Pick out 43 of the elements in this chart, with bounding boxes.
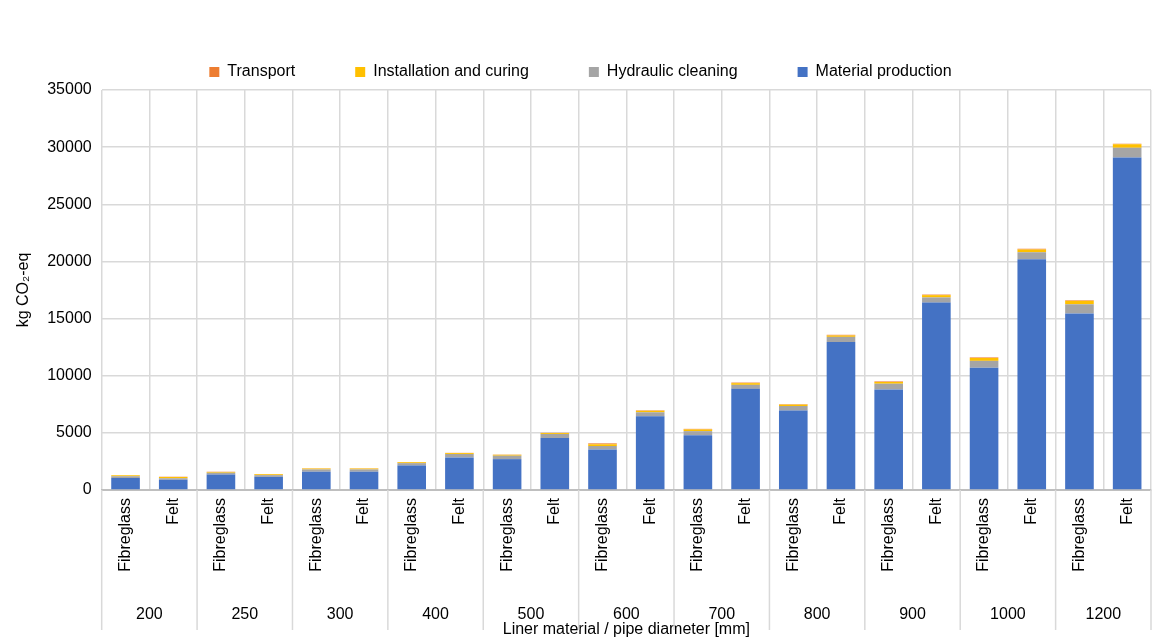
legend-label: Installation and curing xyxy=(373,62,529,80)
x-tick-label: Fibreglass xyxy=(974,498,992,572)
text: 1000 xyxy=(990,605,1026,623)
x-tick-label: Felt xyxy=(354,497,372,525)
text: 1200 xyxy=(1085,605,1122,623)
x-tick-label: Felt xyxy=(545,497,563,525)
y-tick-label: 25000 xyxy=(47,194,92,212)
x-tick-label: Felt xyxy=(163,497,181,525)
text: 800 xyxy=(803,605,831,623)
y-axis-title: kg CO₂-eq xyxy=(14,252,32,328)
text: 200 xyxy=(136,605,163,623)
x-tick-label: Fibreglass xyxy=(688,498,706,572)
x-tick-label: Fibreglass xyxy=(783,498,801,572)
x-tick-label: Felt xyxy=(926,497,944,525)
x-tick-label: Felt xyxy=(831,497,849,525)
x-tick-label: Felt xyxy=(449,497,467,525)
text: 900 xyxy=(899,605,926,623)
x-tick-label: Fibreglass xyxy=(879,498,897,572)
x-tick-label: Fibreglass xyxy=(115,498,133,572)
y-tick-label: 15000 xyxy=(47,308,92,326)
x-tick-label: Felt xyxy=(1022,497,1040,525)
legend-label: Material production xyxy=(815,62,952,80)
x-tick-label: Fibreglass xyxy=(402,498,420,572)
x-tick-label: Felt xyxy=(1117,497,1135,525)
y-tick-label: 0 xyxy=(82,480,92,498)
y-tick-label: 20000 xyxy=(47,251,92,269)
x-tick-label: Fibreglass xyxy=(211,498,229,572)
x-tick-label: Fibreglass xyxy=(592,498,610,572)
text: 400 xyxy=(422,605,450,623)
y-tick-label: 5000 xyxy=(56,423,92,441)
legend-label: Hydraulic cleaning xyxy=(606,62,738,80)
x-tick-label: Felt xyxy=(259,497,277,525)
y-tick-label: 30000 xyxy=(47,137,92,155)
text: 300 xyxy=(326,605,354,623)
legend-label: Transport xyxy=(227,62,296,80)
x-tick-label: Felt xyxy=(640,497,658,525)
x-tick-label: Fibreglass xyxy=(306,498,324,572)
y-tick-label: 10000 xyxy=(47,366,92,384)
y-tick-label: 35000 xyxy=(47,80,92,98)
x-tick-label: Felt xyxy=(735,497,753,525)
x-tick-label: Fibreglass xyxy=(1069,498,1087,572)
x-tick-label: Fibreglass xyxy=(497,498,515,572)
text: 250 xyxy=(231,605,259,623)
